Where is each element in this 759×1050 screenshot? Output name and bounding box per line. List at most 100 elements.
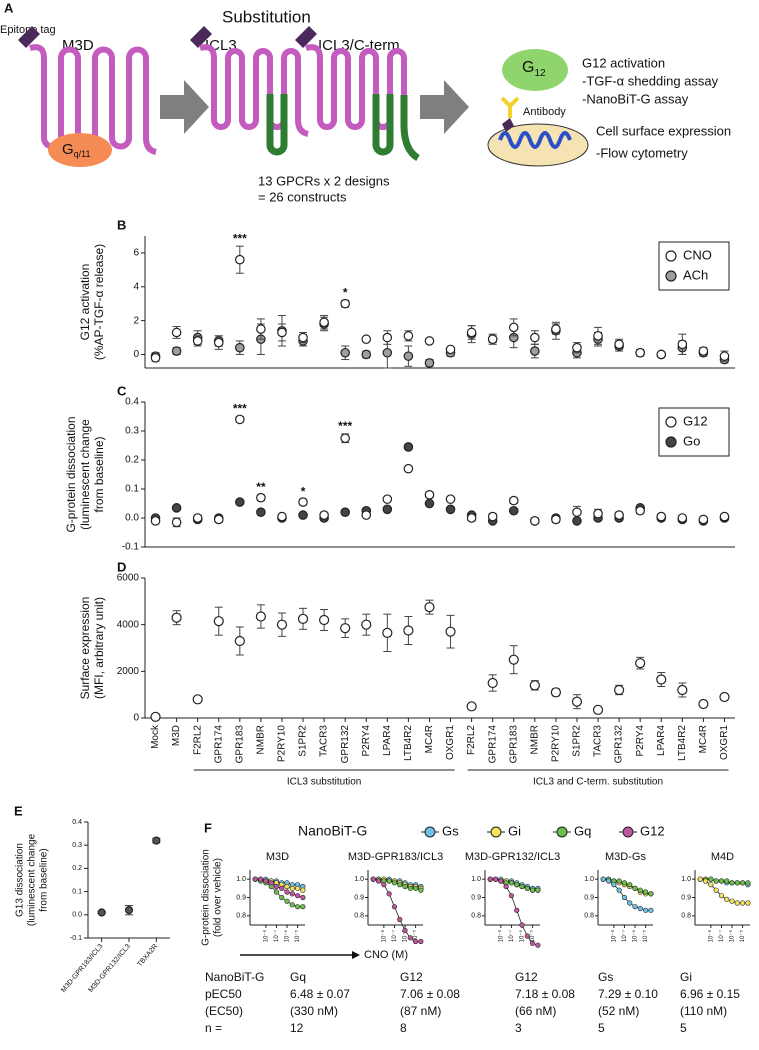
data-point: [407, 935, 413, 941]
receptor: [498, 131, 572, 149]
data-point: [403, 351, 414, 361]
data-point: [708, 882, 714, 888]
series-line: [373, 878, 422, 889]
y-tick-label: 0.9: [584, 894, 594, 901]
x-tick-label: 10⁻⁶: [729, 929, 736, 942]
data-point: [508, 880, 515, 886]
data-point: [614, 339, 624, 350]
data-point: [279, 885, 285, 891]
data-point: [614, 684, 625, 696]
data-point: [361, 349, 372, 360]
data-point: [739, 880, 746, 886]
data-point: [719, 351, 730, 361]
label: = 26 constructs: [258, 189, 347, 204]
legend-marker: [665, 416, 677, 428]
data-point: [298, 332, 308, 343]
data-point: [487, 334, 498, 345]
annotation: *: [343, 285, 348, 299]
series-line: [700, 878, 748, 904]
table-cell: (66 nM): [515, 1004, 556, 1018]
x-tick-label: F2RL2: [192, 725, 203, 755]
data-point: [492, 876, 499, 882]
data-point: [524, 885, 530, 891]
label: Gq/11: [62, 141, 91, 159]
legend-label: Go: [683, 433, 700, 448]
x-tick-label: 10⁻⁷: [273, 930, 280, 942]
data-point: [572, 507, 582, 517]
data-point: [656, 511, 667, 522]
x-tick-label: S1PR2: [572, 725, 583, 757]
data-point: [97, 908, 106, 917]
data-point: [656, 674, 667, 685]
table-cell: (52 nM): [598, 1004, 639, 1018]
data-point: [277, 511, 287, 522]
data-point: [713, 887, 719, 893]
table-cell: 7.18 ± 0.08: [515, 987, 575, 1001]
x-tick-label: 10⁻⁵: [412, 929, 419, 942]
icl3: [372, 94, 394, 156]
data-point: [402, 927, 408, 934]
data-point: [418, 887, 424, 893]
table-cell: 12: [290, 1021, 304, 1035]
data-point: [724, 896, 730, 902]
data-point: [294, 885, 301, 891]
data-point: [255, 611, 266, 622]
x-tick-label: 10⁻⁷: [621, 930, 628, 942]
data-point: [402, 883, 408, 890]
legend-marker: [665, 270, 677, 282]
y-axis-label: G-protein dissociation: [64, 416, 78, 532]
data-point: [535, 887, 541, 893]
table-cell: (110 nM): [680, 1004, 727, 1018]
data-point: [677, 684, 688, 696]
data-point: [719, 511, 730, 522]
table-cell: (87 nM): [400, 1004, 441, 1018]
y-tick-label: 0.0: [72, 912, 82, 919]
data-point: [361, 510, 372, 520]
table-cell: Gi: [680, 970, 692, 984]
data-point: [256, 492, 266, 503]
legend-title: NanoBiT-G: [298, 823, 367, 839]
data-point: [171, 517, 182, 528]
data-point: [592, 704, 604, 715]
g12-protein: [502, 49, 568, 91]
data-point: [635, 505, 645, 516]
x-tick-label: M3D: [171, 725, 182, 746]
data-point: [386, 891, 392, 897]
data-point: [235, 342, 245, 353]
x-tick-label: 10⁻⁵: [739, 929, 746, 942]
x-tick-label: 10⁻⁷: [391, 930, 398, 942]
data-point: [397, 882, 403, 888]
table-cell: 8: [400, 1021, 407, 1035]
y-tick-label: 4: [133, 281, 139, 292]
epitope-tag: [502, 118, 514, 132]
data-point: [656, 349, 667, 360]
chart-d: D 0 2000 4000 6000 Surface expression (MFI, ar…: [78, 559, 735, 788]
legend-label: G12: [683, 413, 708, 428]
legend-label: Gq: [574, 823, 591, 838]
data-point: [551, 324, 561, 334]
data-point: [503, 883, 509, 890]
data-point: [508, 505, 519, 516]
y-tick-label: 0.4: [72, 819, 82, 826]
data-point: [734, 880, 740, 886]
c-term: [400, 95, 420, 162]
data-point: [375, 878, 382, 884]
y-tick-label: 0: [133, 349, 139, 360]
data-point: [289, 891, 295, 897]
annotation: ***: [233, 231, 247, 245]
y-tick-label: 0.0: [125, 513, 139, 524]
data-point: [729, 880, 735, 886]
y-tick-label: 4000: [117, 619, 140, 630]
y-tick-label: 0.3: [125, 426, 139, 437]
table-cell: 7.06 ± 0.08: [400, 987, 460, 1001]
data-point: [403, 331, 414, 341]
data-point: [235, 254, 245, 265]
x-tick-label: 10⁻⁸: [380, 930, 387, 943]
data-point: [718, 878, 725, 884]
panel-label: B: [117, 217, 126, 232]
y-tick-label: 1.0: [584, 876, 594, 883]
data-point: [550, 687, 561, 698]
label: G: [62, 141, 74, 158]
data-point: [289, 902, 295, 908]
data-point: [277, 327, 287, 338]
